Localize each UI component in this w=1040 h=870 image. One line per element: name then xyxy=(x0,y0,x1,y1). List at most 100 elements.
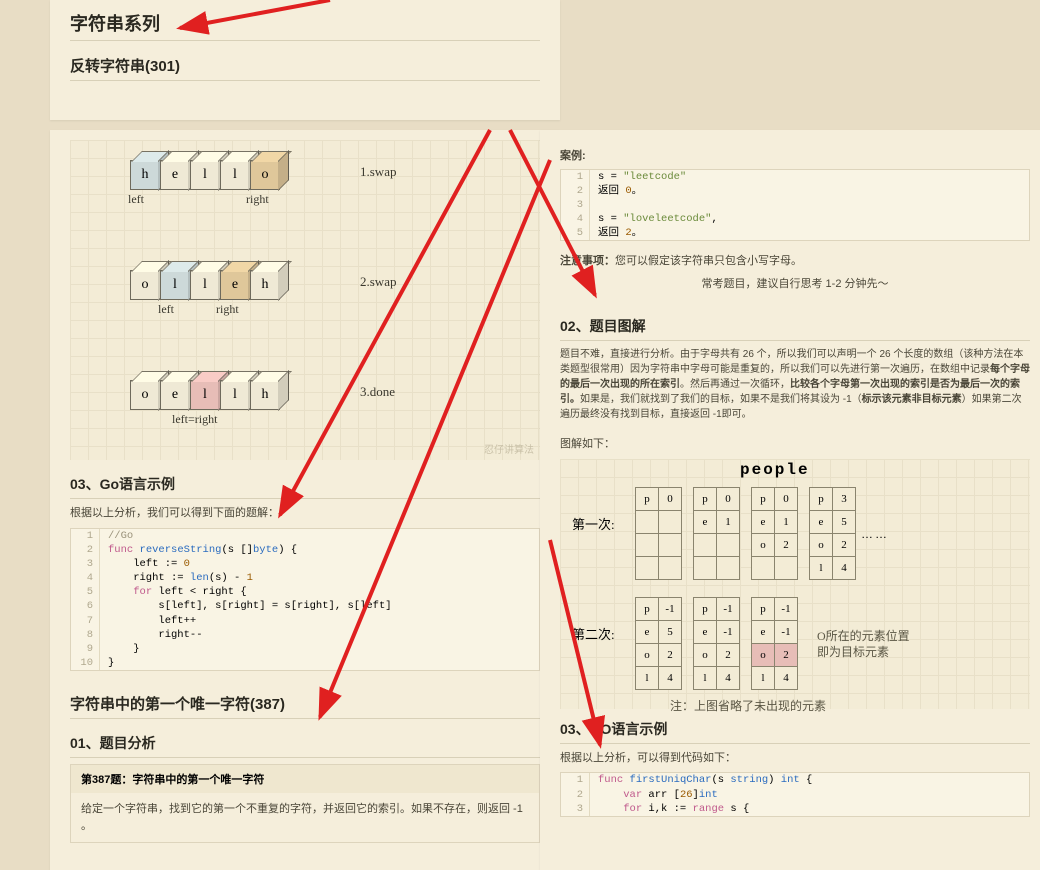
table-cell: -1 xyxy=(774,597,798,621)
right-body: 案例: 1s = "leetcode"2返回 0。34s = "loveleet… xyxy=(540,130,1040,870)
cube: l xyxy=(190,160,220,190)
table-cell: 1 xyxy=(774,510,798,534)
table-cell: o xyxy=(635,643,659,667)
table-cell: 2 xyxy=(716,643,740,667)
table-cell: 2 xyxy=(774,643,798,667)
table-cell: p xyxy=(751,487,775,511)
pass1-label: 第一次: xyxy=(572,514,615,533)
pointer-left: left xyxy=(158,302,174,317)
pointer-center: left=right xyxy=(172,412,217,427)
row-label: 2.swap xyxy=(360,274,396,290)
table-cell: 2 xyxy=(658,643,682,667)
table-cell: -1 xyxy=(716,597,740,621)
problem-box-header: 第387题：字符串中的第一个唯一字符 xyxy=(71,765,539,793)
watermark: 忍仔讲算法 xyxy=(484,441,534,456)
analysis-paragraph: 题目不难，直接进行分析。由于字母共有 26 个，所以我们可以声明一个 26 个长… xyxy=(560,347,1030,422)
table-cell: 5 xyxy=(832,510,856,534)
cube: e xyxy=(160,380,190,410)
table-cell: p xyxy=(751,597,775,621)
cube: l xyxy=(160,270,190,300)
diagram-label: 图解如下： xyxy=(560,436,1030,453)
table-cell: e xyxy=(635,620,659,644)
table-cell: p xyxy=(693,487,717,511)
left-body: 忍仔讲算法 hello1.swapleftrightolleh2.swaplef… xyxy=(50,130,560,870)
footnote: 注：上图省略了未出现的元素 xyxy=(670,697,826,714)
caption1: O所在的元素位置 xyxy=(817,627,910,644)
table-cell: e xyxy=(693,620,717,644)
table-cell: 4 xyxy=(716,666,740,690)
section-02: 02、题目图解 xyxy=(560,316,1030,341)
section-03-go: 03、Go语言示例 xyxy=(70,474,540,499)
problem-box-body: 给定一个字符串，找到它的第一个不重复的字符，并返回它的索引。如果不存在，则返回 … xyxy=(71,793,539,842)
pointer-right: right xyxy=(216,302,239,317)
problem-box: 第387题：字符串中的第一个唯一字符 给定一个字符串，找到它的第一个不重复的字符… xyxy=(70,764,540,843)
table-cell: 0 xyxy=(774,487,798,511)
note-line: 注意事项：您可以假定该字符串只包含小写字母。 xyxy=(560,253,1030,270)
table-cell: 1 xyxy=(716,510,740,534)
table-cell: l xyxy=(693,666,717,690)
table-cell: p xyxy=(809,487,833,511)
table-cell: 4 xyxy=(658,666,682,690)
cube: e xyxy=(220,270,250,300)
table-cell: o xyxy=(751,643,775,667)
cube: o xyxy=(250,160,280,190)
table-cell xyxy=(751,556,775,580)
people-diagram: people第一次:p0p0e1p0e1o2p3e5o2l4……第二次:p-1e… xyxy=(560,459,1030,709)
caption2: 即为目标元素 xyxy=(817,643,889,660)
table-cell: e xyxy=(809,510,833,534)
table-cell xyxy=(693,533,717,557)
table-cell: 4 xyxy=(832,556,856,580)
code-cases: 1s = "leetcode"2返回 0。34s = "loveleetcode… xyxy=(560,169,1030,242)
code-reverse-string: 1//Go2func reverseString(s []byte) {3 le… xyxy=(70,528,540,672)
table-cell xyxy=(658,510,682,534)
table-cell xyxy=(658,556,682,580)
table-cell: -1 xyxy=(658,597,682,621)
table-cell: -1 xyxy=(774,620,798,644)
table-cell xyxy=(716,533,740,557)
section-03-go-r: 03、GO语言示例 xyxy=(560,719,1030,744)
section-03-sub: 根据以上分析，我们可以得到下面的题解： xyxy=(70,505,540,522)
table-cell: l xyxy=(635,666,659,690)
cube: l xyxy=(220,160,250,190)
table-cell: l xyxy=(751,666,775,690)
cube: e xyxy=(160,160,190,190)
note-label: 注意事项： xyxy=(560,255,615,267)
left-header: 字符串系列 反转字符串(301) xyxy=(50,0,560,120)
cube: l xyxy=(190,270,220,300)
main-title: 字符串系列 xyxy=(70,10,540,41)
reverse-diagram: 忍仔讲算法 hello1.swapleftrightolleh2.swaplef… xyxy=(70,140,540,460)
cube: o xyxy=(130,270,160,300)
problem2-title: 字符串中的第一个唯一字符(387) xyxy=(70,693,540,719)
table-cell xyxy=(716,556,740,580)
table-cell xyxy=(635,510,659,534)
section-03-sub-r: 根据以上分析，可以得到代码如下： xyxy=(560,750,1030,767)
cases-label: 案例: xyxy=(560,148,1030,165)
table-cell: p xyxy=(635,487,659,511)
table-cell xyxy=(635,533,659,557)
table-cell: 5 xyxy=(658,620,682,644)
table-cell: e xyxy=(751,620,775,644)
sub-title: 反转字符串(301) xyxy=(70,55,540,81)
cube: o xyxy=(130,380,160,410)
pass2-label: 第二次: xyxy=(572,624,615,643)
section-01: 01、题目分析 xyxy=(70,733,540,758)
table-cell: o xyxy=(751,533,775,557)
table-cell xyxy=(693,556,717,580)
cube: l xyxy=(220,380,250,410)
table-cell: l xyxy=(809,556,833,580)
routine-hint: 常考题目，建议自行思考 1-2 分钟先～ xyxy=(560,276,1030,293)
table-cell: 3 xyxy=(832,487,856,511)
pointer-left: left xyxy=(128,192,144,207)
cube: h xyxy=(130,160,160,190)
table-cell: p xyxy=(693,597,717,621)
code-first-uniq: 1func firstUniqChar(s string) int {2 var… xyxy=(560,772,1030,817)
table-cell: o xyxy=(693,643,717,667)
table-cell: e xyxy=(751,510,775,534)
note-text: 您可以假定该字符串只包含小写字母。 xyxy=(615,255,802,267)
table-cell: -1 xyxy=(716,620,740,644)
table-cell: p xyxy=(635,597,659,621)
pointer-right: right xyxy=(246,192,269,207)
table-cell xyxy=(658,533,682,557)
cube: h xyxy=(250,380,280,410)
table-cell: 0 xyxy=(716,487,740,511)
